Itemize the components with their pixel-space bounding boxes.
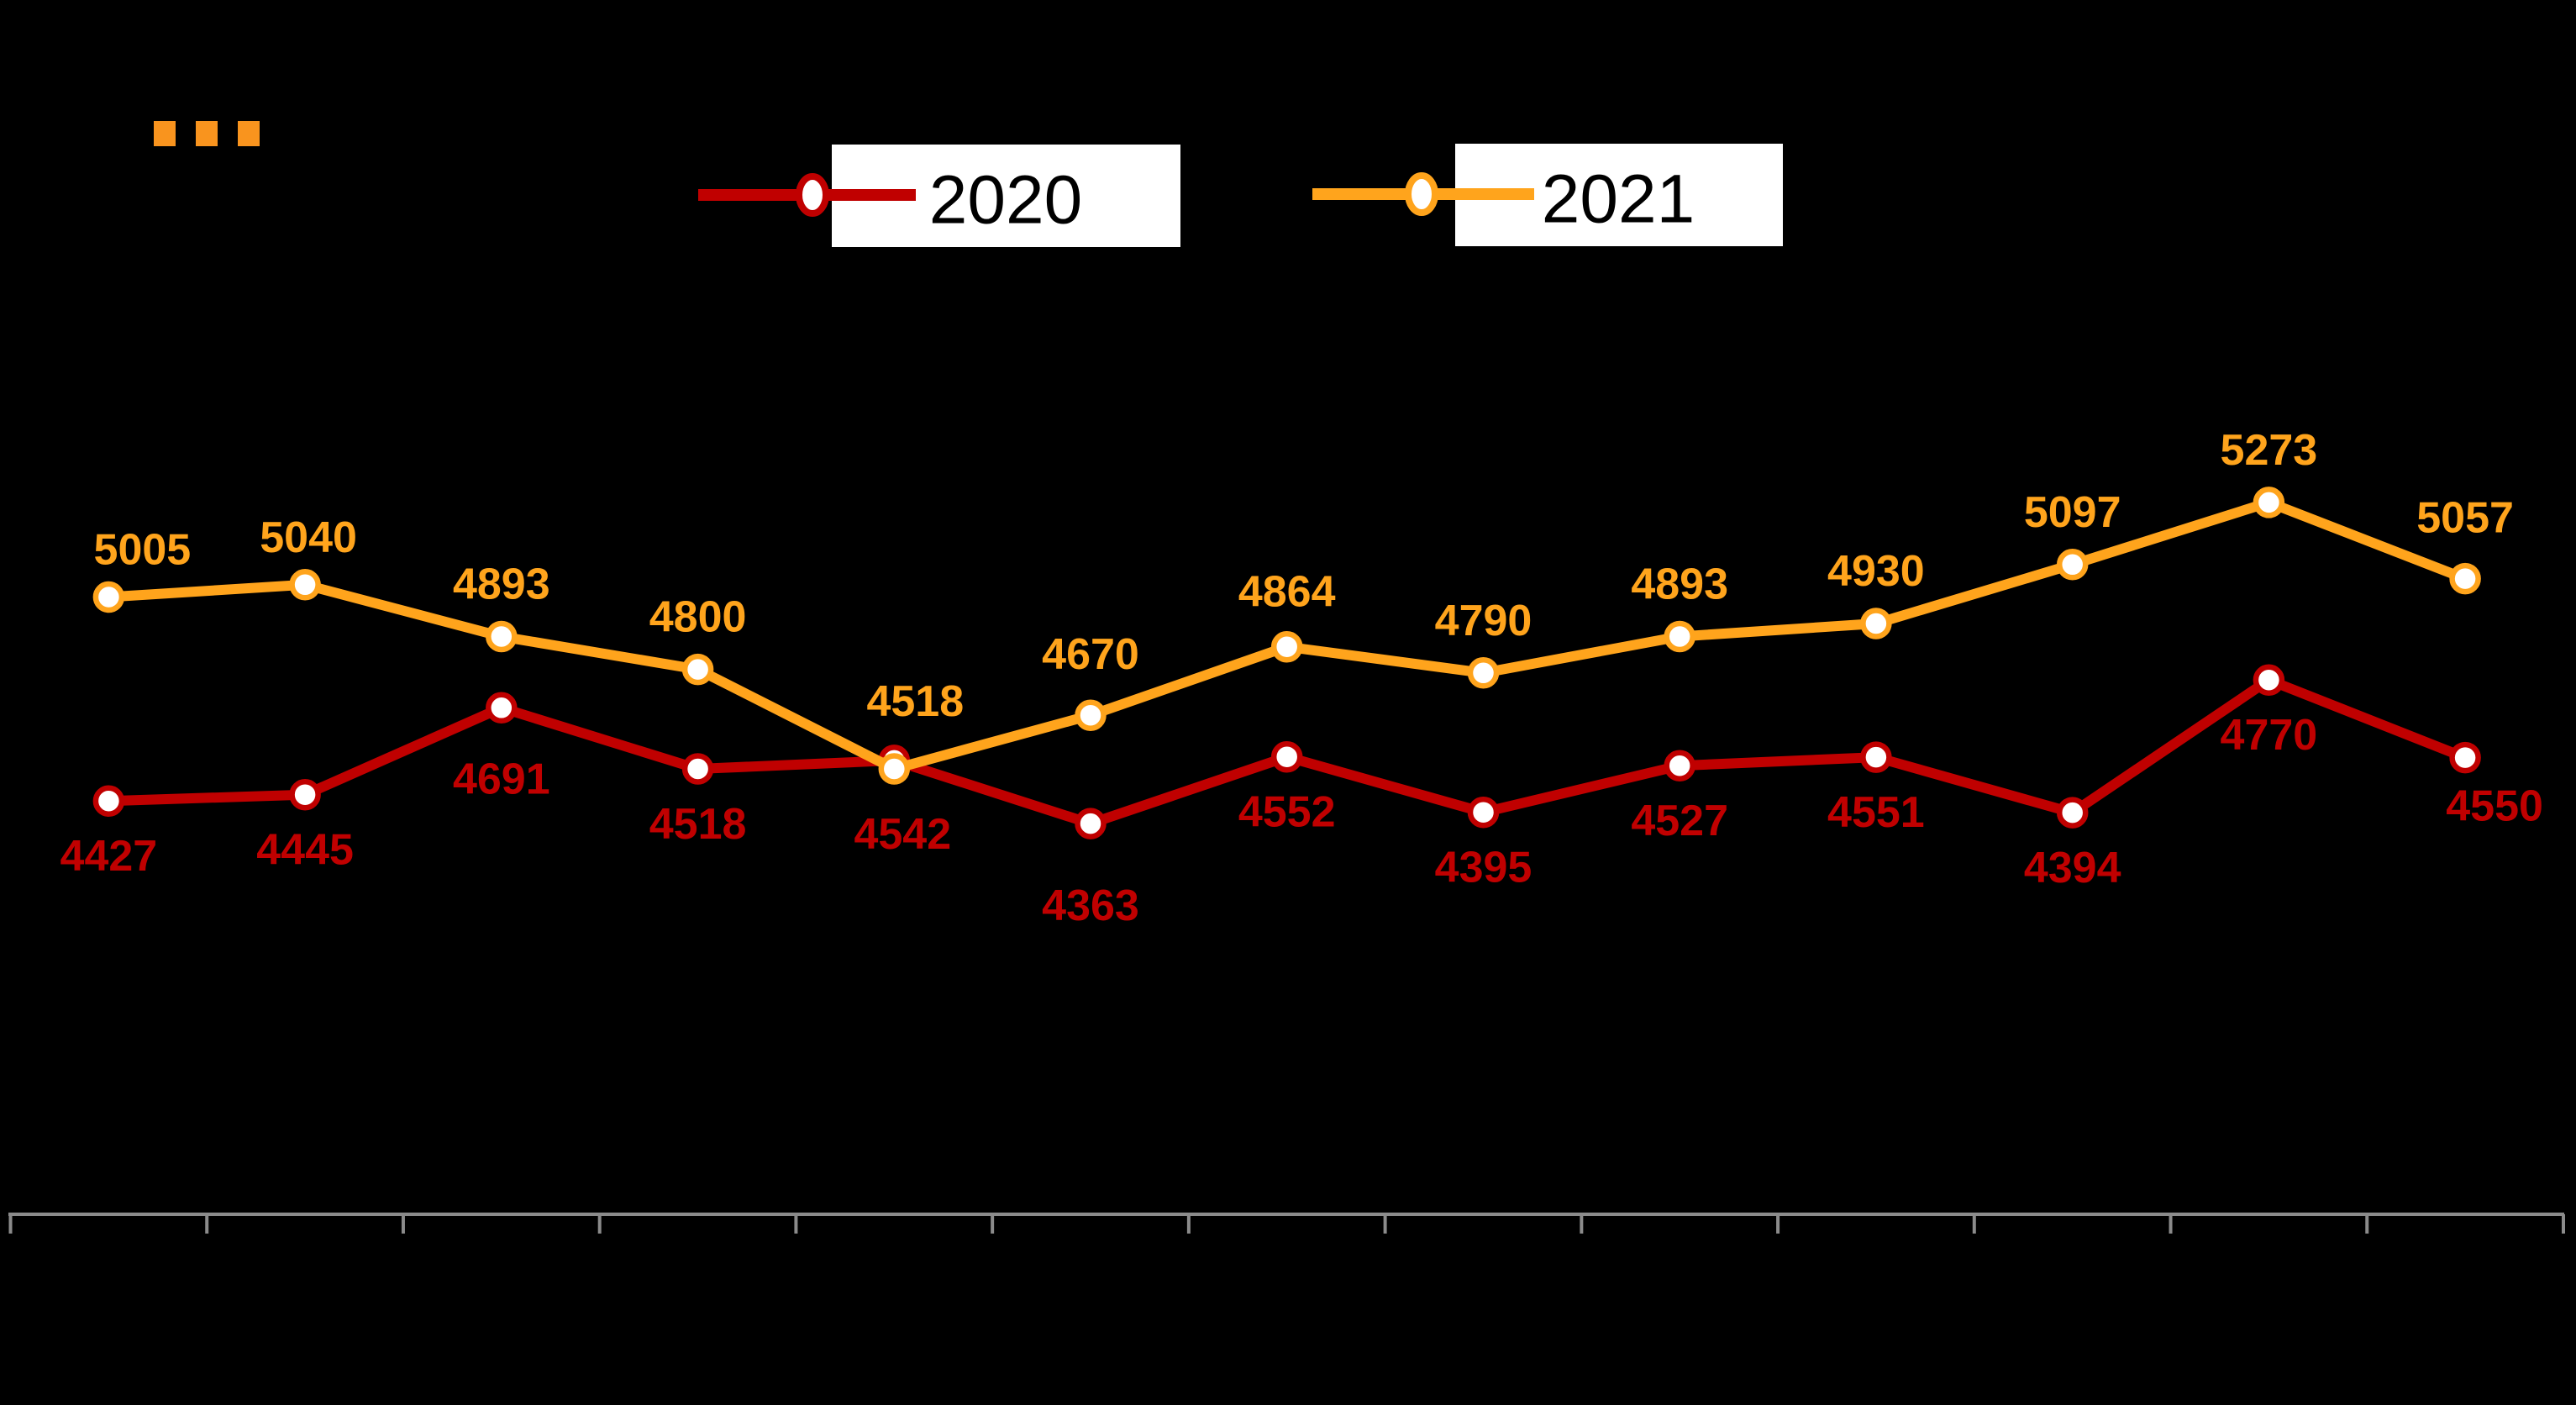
data-point-marker-2021[interactable] [289, 569, 321, 601]
data-point-marker-2020[interactable] [1467, 796, 1500, 829]
data-point-marker-2020[interactable] [681, 753, 714, 785]
data-point-marker-2020[interactable] [1270, 740, 1303, 773]
data-label-2020: 4395 [1435, 844, 1532, 892]
data-label-2021: 5273 [2221, 426, 2318, 475]
data-point-marker-2020[interactable] [289, 778, 321, 811]
data-label-2020: 4427 [60, 832, 158, 881]
data-label-2021: 5097 [2024, 488, 2121, 537]
data-label-2021: 4670 [1042, 630, 1139, 679]
data-label-2020: 4542 [854, 810, 951, 859]
data-point-marker-2021[interactable] [2253, 487, 2285, 518]
data-label-2020: 4770 [2221, 711, 2318, 760]
data-label-2021: 4930 [1827, 547, 1925, 596]
data-label-2020: 4551 [1827, 788, 1925, 837]
data-point-marker-2021[interactable] [486, 620, 518, 653]
data-label-2020: 4394 [2024, 844, 2121, 892]
data-point-marker-2021[interactable] [1860, 608, 1892, 639]
data-label-2020: 4552 [1238, 788, 1336, 837]
data-point-marker-2021[interactable] [1664, 620, 1695, 653]
legend-marker-2021[interactable] [1405, 172, 1438, 216]
data-point-marker-2021[interactable] [1075, 699, 1107, 731]
data-label-2021: 5040 [260, 513, 357, 562]
legend-marker-2020[interactable] [796, 173, 829, 217]
data-label-2020: 4550 [2446, 782, 2543, 831]
brand-square-icon [238, 121, 260, 146]
data-label-2021: 4864 [1238, 568, 1336, 617]
data-label-2020: 4445 [256, 826, 354, 875]
data-point-marker-2020[interactable] [2056, 797, 2089, 829]
data-label-2021: 4893 [1631, 560, 1728, 609]
data-label-2021: 5005 [94, 526, 192, 575]
brand-square-icon [154, 121, 176, 146]
data-point-marker-2020[interactable] [486, 692, 518, 724]
data-point-marker-2020[interactable] [2253, 664, 2285, 696]
data-point-marker-2021[interactable] [1467, 657, 1500, 689]
data-label-2021: 4800 [649, 593, 747, 642]
data-point-marker-2021[interactable] [1270, 630, 1303, 663]
legend-label-2021[interactable]: 2021 [1542, 161, 1695, 238]
data-label-2021: 4790 [1435, 597, 1532, 645]
data-point-marker-2021[interactable] [2056, 549, 2089, 581]
data-label-2021: 4893 [453, 560, 550, 609]
data-point-marker-2021[interactable] [92, 581, 125, 613]
data-label-2020: 4527 [1631, 797, 1728, 845]
data-point-marker-2021[interactable] [2449, 562, 2481, 595]
data-point-marker-2020[interactable] [1664, 750, 1695, 781]
data-point-marker-2020[interactable] [2449, 741, 2481, 774]
data-point-marker-2021[interactable] [878, 753, 911, 785]
data-point-marker-2020[interactable] [1860, 741, 1892, 773]
brand-square-icon [196, 121, 218, 146]
data-label-2021: 5057 [2416, 494, 2514, 543]
data-point-marker-2020[interactable] [92, 785, 125, 817]
data-point-marker-2020[interactable] [1075, 808, 1107, 839]
data-label-2020: 4691 [453, 755, 550, 803]
data-label-2020: 4363 [1042, 881, 1139, 930]
data-point-marker-2021[interactable] [681, 653, 714, 686]
data-label-2020: 4518 [649, 800, 747, 849]
legend-label-2020[interactable]: 2020 [929, 162, 1082, 239]
data-label-2021: 4518 [866, 677, 964, 726]
